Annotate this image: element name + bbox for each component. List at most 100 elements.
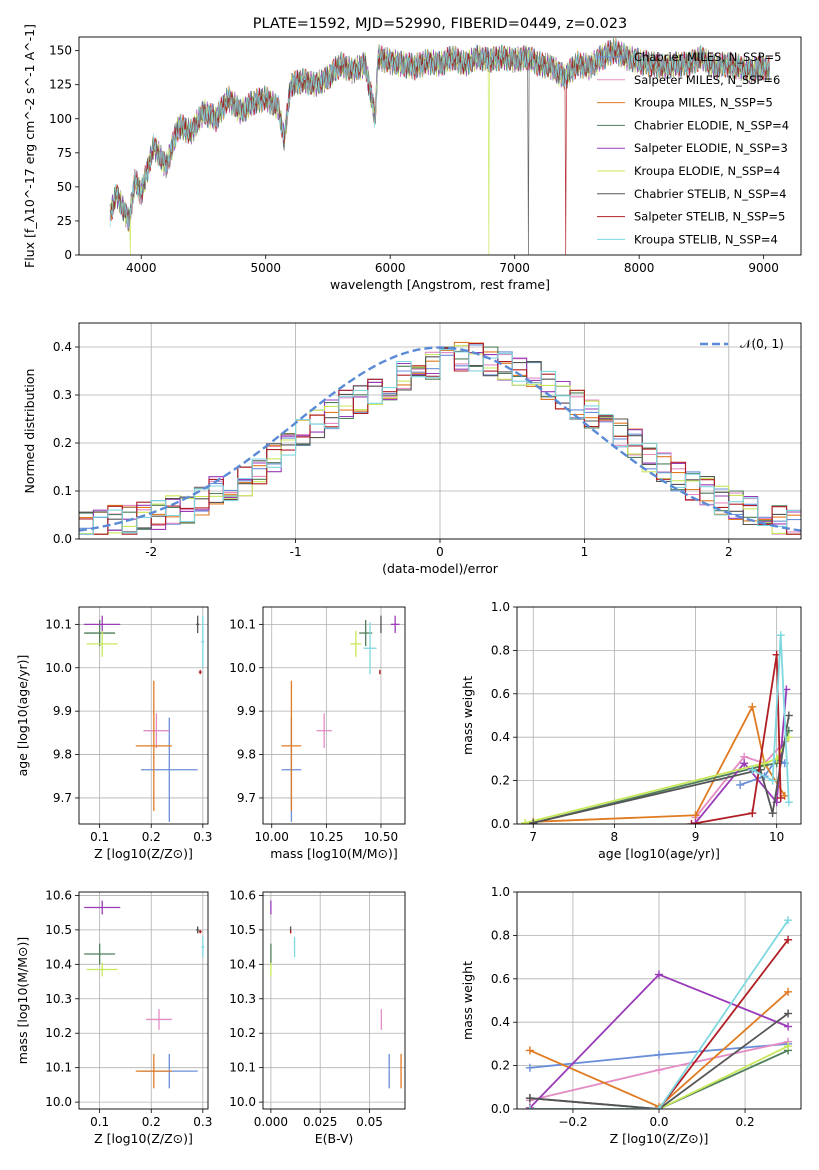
- y-axis-label: Flux [f_λ10^-17 erg cm^-2 s^-1 A^-1]: [22, 24, 37, 268]
- legend-label: Salpeter STELIB, N_SSP=5: [634, 210, 785, 224]
- x-tick-label: 0.05: [356, 1115, 383, 1129]
- y-tick-label: 125: [49, 78, 72, 92]
- panel-mass-weight-vs-Z: −0.2 0.0 0.2 0.0 0.2 0.4 0.6 0.8 1.0 Z [log10(Z/Z…: [460, 885, 802, 1146]
- y-tick-label: 10.6: [229, 888, 256, 902]
- y-tick-label: 9.9: [53, 704, 72, 718]
- x-tick-label: 5000: [250, 261, 281, 275]
- x-tick-label: 0.0: [649, 1115, 668, 1129]
- y-tick-label: 0.8: [491, 643, 510, 657]
- x-tick-label: -2: [145, 545, 157, 559]
- plot-area: [525, 916, 793, 1109]
- x-tick-label: 9000: [748, 261, 779, 275]
- y-tick-label: 10.0: [45, 1095, 72, 1109]
- x-tick-label: 8000: [624, 261, 655, 275]
- x-tick-label: 0: [436, 545, 444, 559]
- chart-title: PLATE=1592, MJD=52990, FIBERID=0449, z=0…: [253, 16, 627, 32]
- gaussian-curve: [79, 346, 801, 532]
- x-tick-label: 0.025: [303, 1115, 337, 1129]
- weight-line: [529, 1012, 789, 1109]
- plot-area: [270, 900, 402, 1089]
- y-tick-label: 0.8: [491, 928, 510, 942]
- y-tick-label: 10.1: [229, 1061, 256, 1075]
- y-axis-label: mass weight: [460, 961, 475, 1040]
- weight-line: [529, 1045, 789, 1109]
- y-tick-label: 100: [49, 112, 72, 126]
- y-tick-label: 0: [64, 248, 72, 262]
- y-tick-label: 0.0: [491, 817, 510, 831]
- y-tick-label: 0.3: [53, 388, 72, 402]
- weight-line: [524, 736, 790, 824]
- legend-label: Chabrier MILES, N_SSP=5: [634, 50, 781, 64]
- x-axis-label: mass [log10(M/M⊙)]: [270, 846, 398, 861]
- x-tick-label: 0.2: [142, 1115, 161, 1129]
- legend-label: Salpeter MILES, N_SSP=6: [634, 73, 780, 87]
- y-tick-label: 10.2: [45, 1026, 72, 1040]
- y-tick-label: 10.5: [45, 923, 72, 937]
- panel-residual-histogram: -2 -1 0 1 2 0.0 0.1 0.2 0.3 0.4 (data-model)/error…: [22, 322, 802, 576]
- axes-frame: [262, 606, 406, 825]
- axes-frame: [516, 891, 802, 1110]
- x-tick-label: 10.00: [255, 830, 289, 844]
- plot-area: [521, 631, 793, 824]
- y-tick-label: 10.5: [229, 923, 256, 937]
- x-tick-label: 0.000: [254, 1115, 288, 1129]
- y-tick-label: 1.0: [491, 885, 510, 899]
- y-tick-label: 10.4: [45, 957, 72, 971]
- x-tick-label: 8: [611, 830, 619, 844]
- y-tick-label: 9.7: [53, 791, 72, 805]
- y-tick-label: 9.8: [237, 748, 256, 762]
- y-tick-label: 75: [57, 146, 72, 160]
- y-tick-label: 10.1: [45, 617, 72, 631]
- y-tick-label: 150: [49, 44, 72, 58]
- axes-frame: [78, 606, 209, 825]
- y-tick-label: 0.4: [53, 340, 72, 354]
- x-tick-label: 0.1: [90, 830, 109, 844]
- panel-mass-vs-EBV: 0.000 0.025 0.05 10.0 10.1 10.2 10.3 10.4 10.5 10…: [229, 888, 406, 1146]
- histogram-step: [79, 349, 801, 535]
- x-axis-label: E(B-V): [315, 1131, 354, 1146]
- x-axis-label: Z [log10(Z/Z⊙)]: [94, 846, 193, 861]
- legend-label: Kroupa ELODIE, N_SSP=4: [634, 164, 780, 178]
- x-tick-label: −0.2: [558, 1115, 587, 1129]
- x-axis-label: Z [log10(Z/Z⊙)]: [94, 1131, 193, 1146]
- x-tick-label: 0.3: [193, 830, 212, 844]
- plot-area: [84, 615, 205, 822]
- x-tick-label: -1: [290, 545, 302, 559]
- y-tick-label: 10.1: [45, 1061, 72, 1075]
- axes-frame: [516, 606, 802, 825]
- y-tick-label: 0.0: [491, 1102, 510, 1116]
- panel-age-vs-Z: 0.1 0.2 0.3 9.7 9.8 9.9 10.0 10.1 Z [log10(Z/Z⊙)…: [15, 606, 212, 861]
- y-tick-label: 0.1: [53, 484, 72, 498]
- legend-label: Chabrier STELIB, N_SSP=4: [634, 187, 786, 201]
- y-tick-label: 0.2: [491, 1059, 510, 1073]
- y-tick-label: 10.2: [229, 1026, 256, 1040]
- x-tick-label: 10.50: [364, 830, 398, 844]
- weight-line: [529, 919, 789, 1109]
- plot-area: [84, 900, 205, 1089]
- y-tick-label: 0.4: [491, 1015, 510, 1029]
- x-tick-label: 0.2: [736, 1115, 755, 1129]
- y-tick-label: 10.0: [229, 661, 256, 675]
- y-tick-label: 0.2: [491, 774, 510, 788]
- panel-mass-vs-Z: 0.1 0.2 0.3 10.0 10.1 10.2 10.3 10.4 10.5 10.6 Z […: [15, 888, 212, 1146]
- y-tick-label: 10.4: [229, 957, 256, 971]
- panel-spectrum: 4000 5000 6000 7000 8000 9000 0 25 50 75 100 125 150…: [22, 24, 802, 292]
- weight-line: [751, 635, 790, 803]
- weight-line: [532, 715, 790, 824]
- y-tick-label: 10.0: [229, 1095, 256, 1109]
- y-tick-label: 9.8: [53, 748, 72, 762]
- y-axis-label: age [log10(age/yr)]: [15, 655, 30, 777]
- x-tick-label: 0.2: [142, 830, 161, 844]
- axes-frame: [262, 891, 406, 1110]
- spectrum-line: [109, 38, 770, 229]
- x-axis-label: (data-model)/error: [382, 561, 499, 576]
- y-tick-label: 10.0: [45, 661, 72, 675]
- y-axis-label: mass [log10(M/M⊙)]: [15, 937, 30, 1065]
- x-tick-label: 7000: [499, 261, 530, 275]
- legend-label: 𝒩(0, 1): [740, 337, 784, 351]
- legend-label: Salpeter ELODIE, N_SSP=3: [634, 141, 788, 155]
- y-tick-label: 1.0: [491, 600, 510, 614]
- x-tick-label: 9: [692, 830, 700, 844]
- weight-line: [691, 654, 782, 824]
